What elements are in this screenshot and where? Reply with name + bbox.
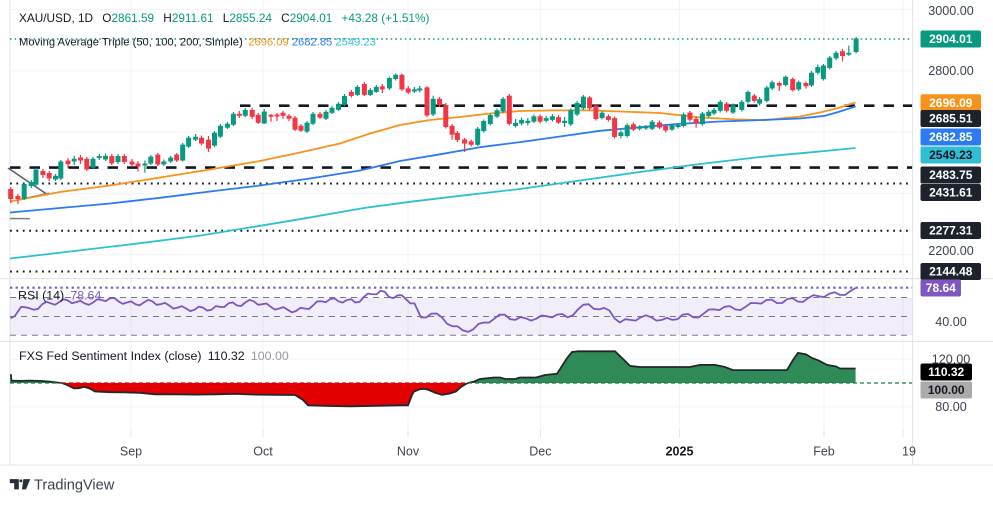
svg-text:2685.51: 2685.51 xyxy=(929,112,973,126)
svg-text:3000.00: 3000.00 xyxy=(928,4,974,18)
svg-text:FXS Fed Sentiment Index (close: FXS Fed Sentiment Index (close) 110.32 1… xyxy=(19,349,289,363)
svg-text:Moving Average Triple (50, 100: Moving Average Triple (50, 100, 200, Sim… xyxy=(19,37,376,49)
svg-text:100.00: 100.00 xyxy=(928,383,965,397)
svg-text:RSI (14) 78.64: RSI (14) 78.64 xyxy=(18,289,101,303)
svg-text:19: 19 xyxy=(902,445,916,459)
svg-text:80.00: 80.00 xyxy=(935,400,967,414)
svg-text:2200.00: 2200.00 xyxy=(928,244,974,258)
svg-text:Dec: Dec xyxy=(529,445,551,459)
svg-text:Sep: Sep xyxy=(120,445,142,459)
svg-text:Oct: Oct xyxy=(253,445,273,459)
svg-text:2800.00: 2800.00 xyxy=(928,64,974,78)
svg-text:110.32: 110.32 xyxy=(928,365,964,379)
svg-text:2025: 2025 xyxy=(666,445,694,459)
svg-text:78.64: 78.64 xyxy=(926,281,956,295)
svg-text:Nov: Nov xyxy=(397,445,420,459)
svg-text:Feb: Feb xyxy=(813,445,835,459)
svg-text:2549.23: 2549.23 xyxy=(929,148,973,162)
svg-text:XAU/USD, 1D O2861.59 H2911.6: XAU/USD, 1D O2861.59 H2911.61 L2855.24 C… xyxy=(19,11,429,25)
svg-text:2904.01: 2904.01 xyxy=(929,32,973,46)
svg-text:2144.48: 2144.48 xyxy=(929,265,973,279)
svg-text:40.00: 40.00 xyxy=(935,315,967,329)
svg-text:2277.31: 2277.31 xyxy=(929,224,973,238)
svg-text:2696.09: 2696.09 xyxy=(929,96,973,110)
svg-text:2431.61: 2431.61 xyxy=(929,186,973,200)
svg-text:2682.85: 2682.85 xyxy=(929,130,973,144)
svg-text:2483.75: 2483.75 xyxy=(929,168,973,182)
svg-text:TradingView: TradingView xyxy=(34,478,115,494)
